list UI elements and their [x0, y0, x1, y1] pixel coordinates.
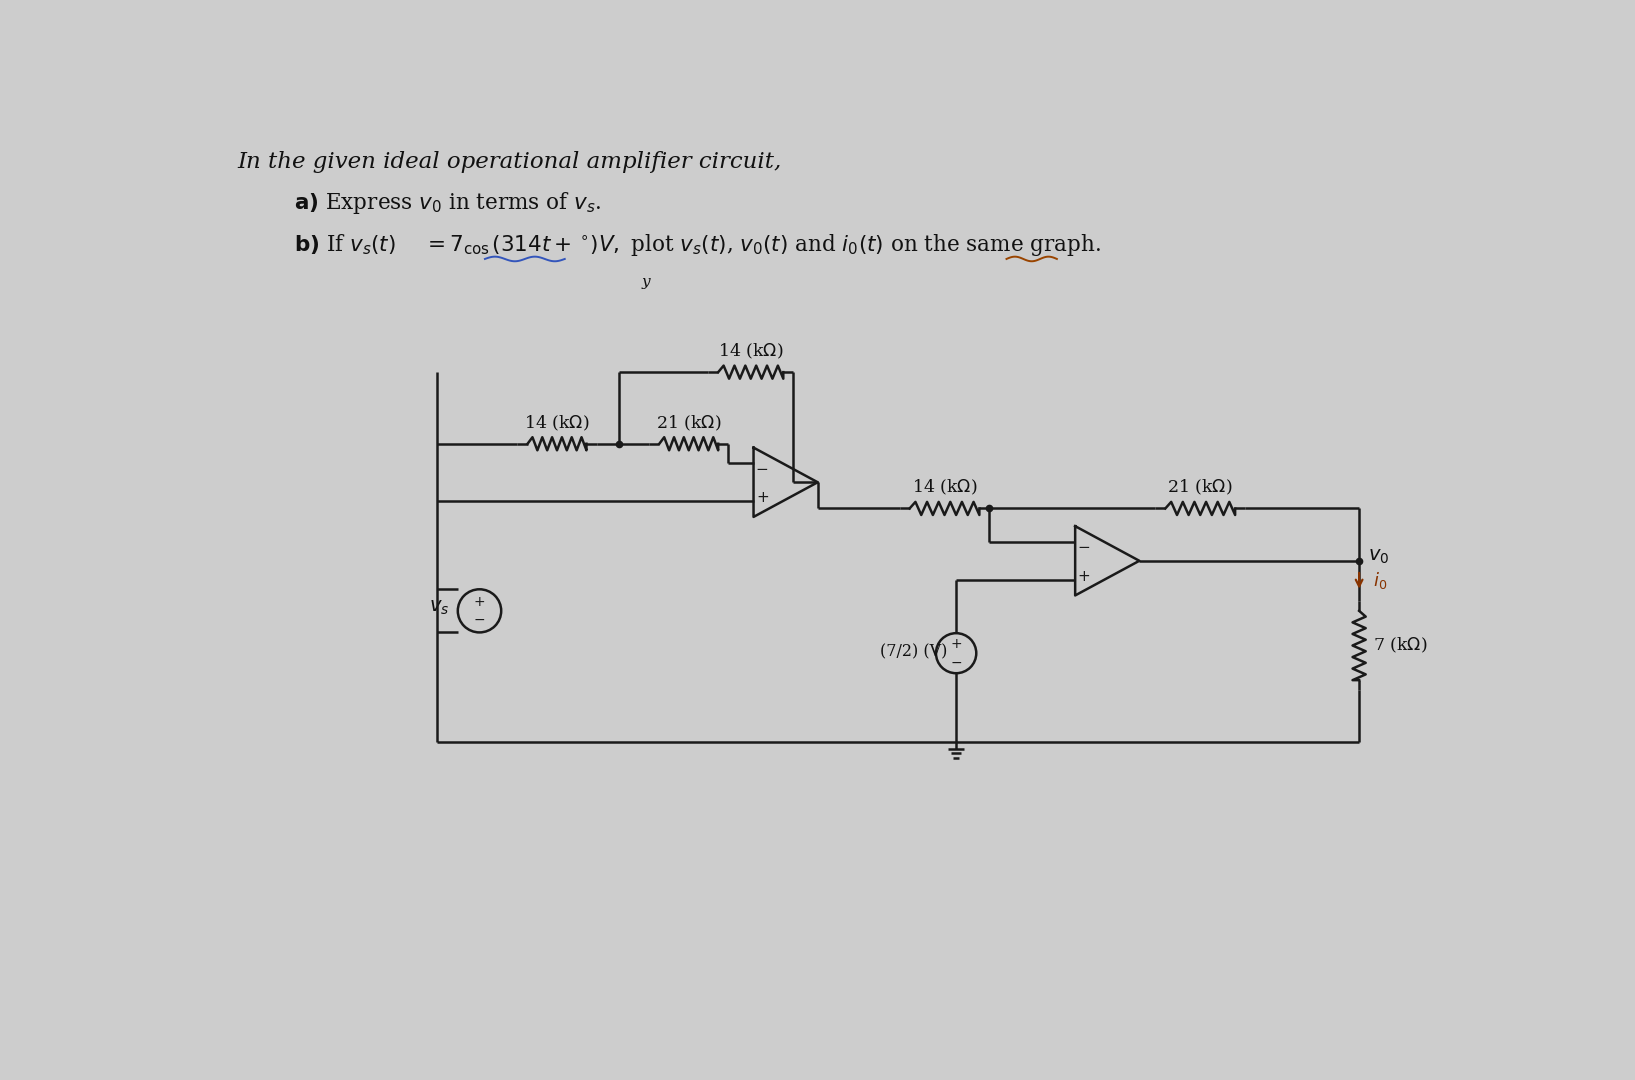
- Text: 21 (k$\Omega$): 21 (k$\Omega$): [656, 414, 721, 433]
- Text: −: −: [950, 656, 961, 670]
- Text: $\mathbf{a)}$ Express $v_0$ in terms of $v_s$.: $\mathbf{a)}$ Express $v_0$ in terms of …: [294, 190, 602, 216]
- Text: 14 (k$\Omega$): 14 (k$\Omega$): [912, 478, 978, 497]
- Text: −: −: [474, 613, 486, 627]
- Text: 21 (k$\Omega$): 21 (k$\Omega$): [1167, 478, 1233, 497]
- Text: 14 (k$\Omega$): 14 (k$\Omega$): [718, 341, 783, 361]
- Text: $-$: $-$: [1077, 538, 1091, 553]
- Text: +: +: [474, 595, 486, 609]
- Text: $v_0$: $v_0$: [1368, 548, 1390, 566]
- Text: $+$: $+$: [1077, 568, 1091, 583]
- Text: $-$: $-$: [755, 459, 768, 474]
- Text: In the given ideal operational amplifier circuit,: In the given ideal operational amplifier…: [237, 151, 782, 173]
- Text: $\mathbf{b)}$ If $v_s(t)$    $= 7_{\cos}(314t +\,^{\circ})V,$ plot $v_s(t)$, $v_: $\mathbf{b)}$ If $v_s(t)$ $= 7_{\cos}(31…: [294, 232, 1100, 258]
- Text: $i_0$: $i_0$: [1373, 570, 1386, 592]
- Text: $+$: $+$: [755, 490, 768, 505]
- Text: 7 (k$\Omega$): 7 (k$\Omega$): [1373, 636, 1427, 656]
- Text: (7/2) (V): (7/2) (V): [880, 644, 947, 660]
- Text: 14 (k$\Omega$): 14 (k$\Omega$): [525, 414, 590, 433]
- Text: +: +: [950, 637, 961, 651]
- Text: $v_s$: $v_s$: [428, 598, 450, 617]
- Text: y: y: [643, 275, 651, 289]
